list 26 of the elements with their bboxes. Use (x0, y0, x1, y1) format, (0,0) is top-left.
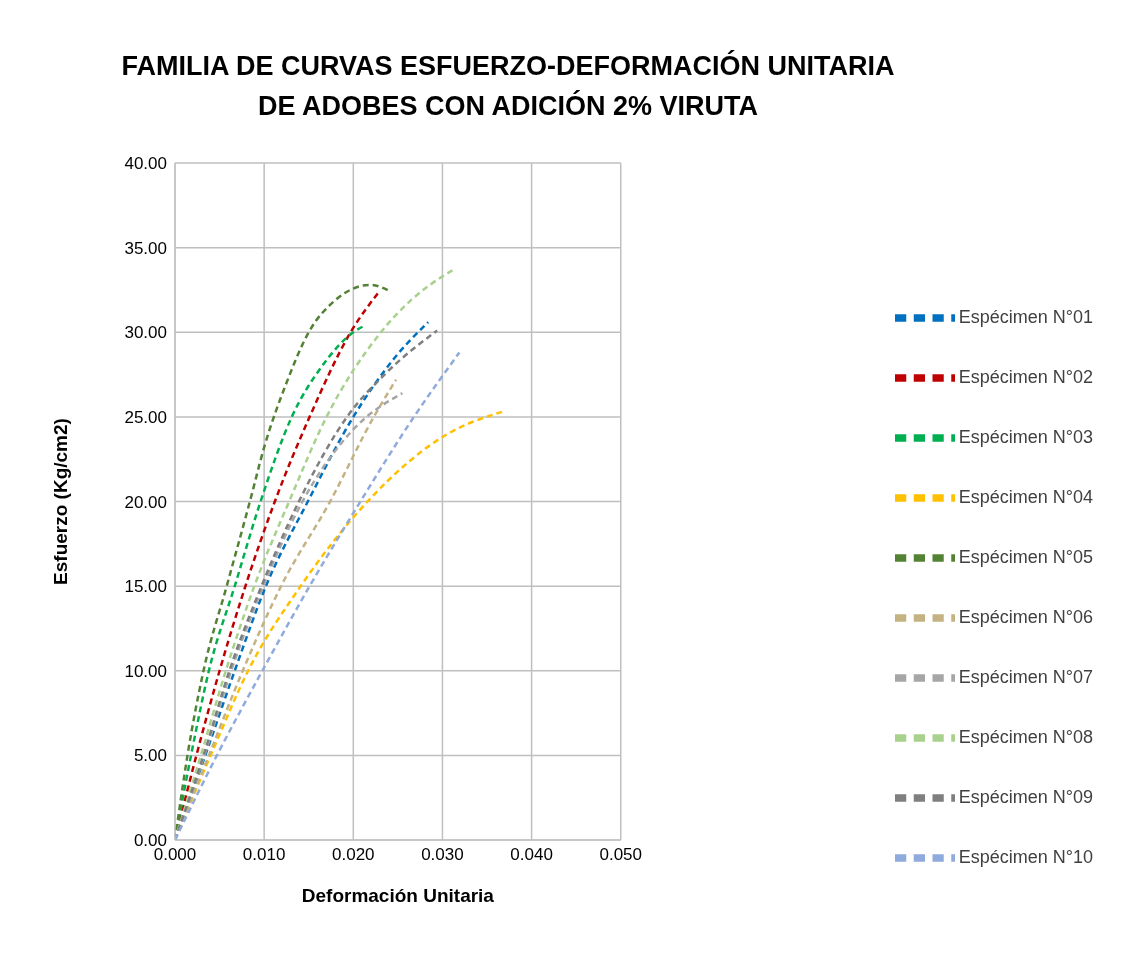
x-axis-title: Deformación Unitaria (301, 885, 495, 906)
legend-label: Espécimen N°01 (958, 306, 1093, 327)
legend-label: Espécimen N°05 (958, 546, 1093, 567)
y-tick-label: 10.00 (124, 661, 167, 681)
y-tick-label: 25.00 (124, 407, 167, 427)
legend-label: Espécimen N°06 (958, 606, 1093, 627)
legend-label: Espécimen N°07 (958, 666, 1093, 687)
legend-label: Espécimen N°03 (958, 426, 1093, 447)
legend-label: Espécimen N°04 (958, 486, 1093, 507)
y-tick-label: 40.00 (124, 154, 167, 174)
y-tick-label: 20.00 (124, 492, 167, 512)
y-tick-label: 30.00 (124, 323, 167, 343)
legend-label: Espécimen N°09 (958, 786, 1093, 807)
y-tick-label: 5.00 (133, 746, 167, 766)
chart-title: FAMILIA DE CURVAS ESFUERZO-DEFORMACIÓN UNITARIA DE ADOBES CON ADICIÓN 2% VIRUTA (120, 49, 896, 123)
y-tick-label: 35.00 (124, 238, 167, 258)
x-tick-label: 0.050 (599, 845, 643, 865)
x-tick-label: 0.010 (242, 845, 286, 865)
legend-label: Espécimen N°02 (958, 366, 1093, 387)
y-tick-label: 15.00 (124, 577, 167, 597)
x-tick-label: 0.020 (332, 845, 375, 865)
y-axis-title: Esfuerzo (Kg/cm2) (49, 418, 71, 585)
legend-label: Espécimen N°10 (958, 846, 1093, 867)
x-tick-label: 0.030 (421, 845, 464, 865)
x-tick-label: 0.040 (510, 845, 553, 865)
legend-label: Espécimen N°08 (958, 726, 1093, 747)
